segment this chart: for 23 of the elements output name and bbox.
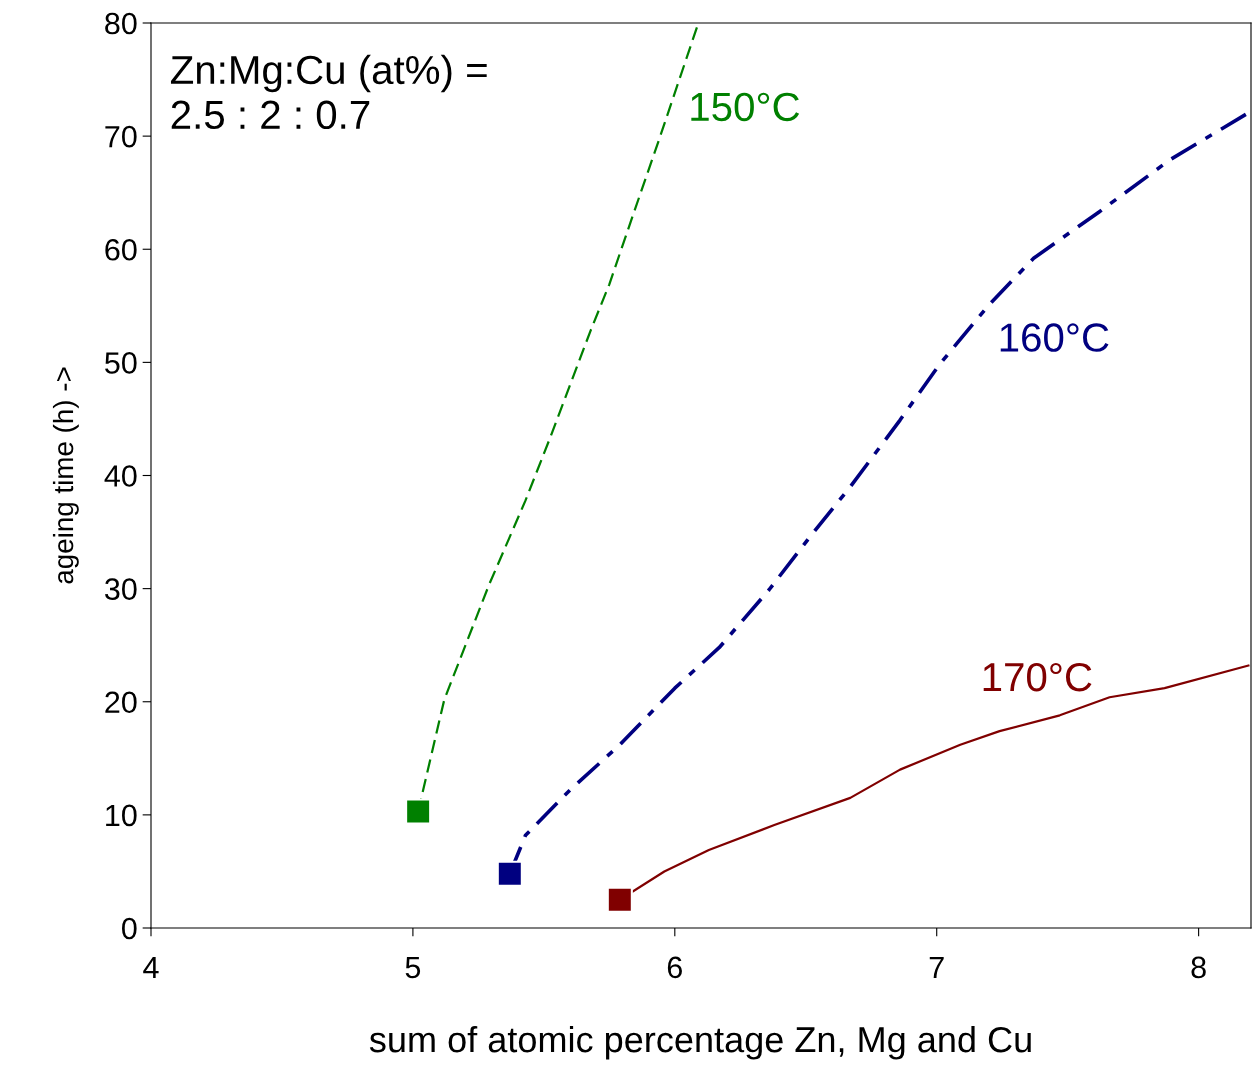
x-tick-label: 7 [929, 956, 944, 978]
x-axis-title: sum of atomic percentage Zn, Mg and Cu [369, 1025, 1031, 1060]
x-tick-label: 5 [405, 956, 421, 979]
series-label: 170°C [983, 662, 1092, 692]
y-tick-label: 40 [104, 465, 137, 487]
y-tick-label: 30 [104, 578, 137, 600]
y-tick-label: 70 [105, 125, 137, 148]
annotation: Zn:Mg:Cu (at%) = 2.5 : 2 : 0.7 [170, 54, 487, 130]
x-tick-label: 8 [1191, 956, 1206, 979]
point [496, 860, 523, 887]
y-tick-label: 80 [105, 12, 137, 35]
point [606, 886, 633, 913]
y-tick-label: 0 [122, 917, 137, 940]
y-tick-label: 20 [105, 691, 137, 714]
point [405, 798, 432, 825]
x-tick-label: 6 [667, 956, 682, 979]
y-axis-title: ageing time (h) -> [52, 367, 79, 584]
series-label: 160°C [1000, 323, 1109, 352]
series-label: 150°C [691, 92, 800, 122]
x-tick-label: 4 [143, 956, 159, 978]
y-tick-label: 50 [105, 352, 137, 374]
y-tick-label: 10 [106, 804, 137, 827]
y-tick-label: 60 [105, 238, 137, 261]
